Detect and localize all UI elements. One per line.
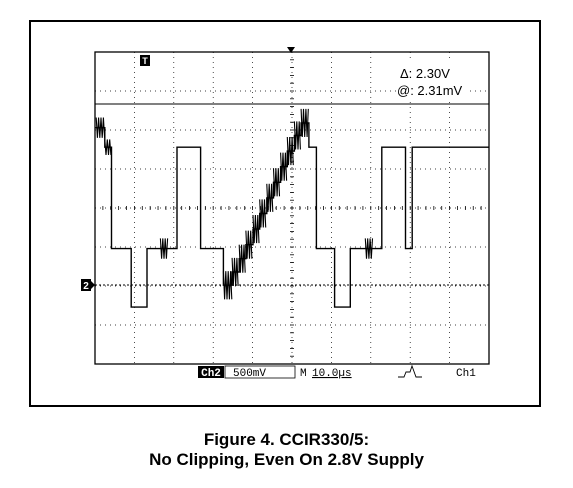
figure-caption-line2: No Clipping, Even On 2.8V Supply	[149, 450, 424, 469]
time-div: 10.0µs	[312, 368, 352, 380]
trigger-slope-icon	[398, 364, 422, 378]
burst-segment	[159, 238, 169, 259]
channel-label: Ch2	[201, 368, 221, 380]
trigger-position-marker	[287, 47, 295, 53]
ch2-marker-box	[81, 279, 91, 291]
graticule-grid	[94, 51, 490, 365]
ch2-marker-label: 2	[83, 281, 89, 292]
ch2-marker-arrow	[91, 281, 95, 289]
channel-label-box	[198, 366, 224, 378]
trigger-source: Ch1	[456, 368, 476, 380]
at-readout: @: 2.31mV	[397, 83, 463, 98]
trigger-marker-label: T	[142, 56, 148, 66]
time-mode: M	[300, 368, 307, 380]
readout-background	[396, 62, 470, 98]
delta-readout: Δ: 2.30V	[400, 66, 450, 81]
trigger-marker-box	[140, 55, 150, 66]
volts-div-box	[224, 365, 296, 379]
figure-caption-line1: Figure 4. CCIR330/5:	[203, 430, 370, 449]
burst-segment	[364, 238, 374, 259]
waveform-trace	[95, 122, 489, 308]
burst-segment	[300, 108, 309, 138]
scope-frame	[29, 20, 541, 407]
volts-div: 500mV	[233, 368, 266, 380]
